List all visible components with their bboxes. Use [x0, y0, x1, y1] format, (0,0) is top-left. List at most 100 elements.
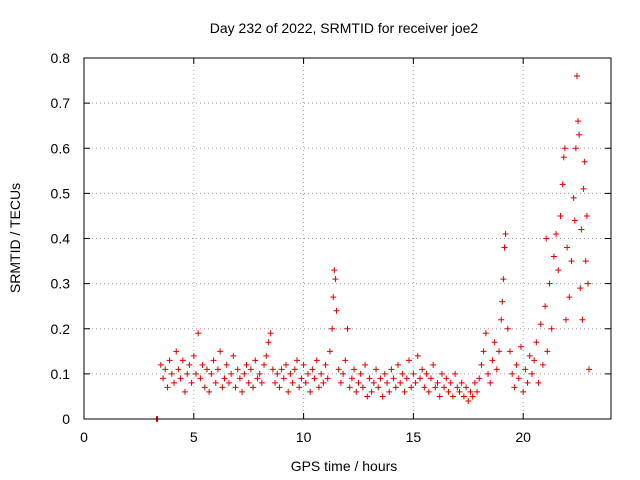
data-point — [560, 154, 567, 161]
data-point — [408, 384, 415, 391]
data-point — [324, 375, 331, 382]
data-point — [373, 366, 380, 373]
data-point — [217, 348, 224, 355]
data-point — [332, 276, 339, 283]
data-point — [344, 325, 351, 332]
data-point — [543, 235, 550, 242]
data-point — [520, 388, 527, 395]
data-point — [173, 348, 180, 355]
data-point — [243, 361, 250, 368]
data-point — [296, 384, 303, 391]
data-point — [252, 357, 259, 364]
data-point — [177, 375, 184, 382]
data-point — [214, 366, 221, 373]
data-point — [230, 352, 237, 359]
data-point — [340, 370, 347, 377]
data-point — [570, 194, 577, 201]
y-axis-label: SRMTID / TECUs — [7, 183, 23, 293]
data-point — [584, 280, 591, 287]
data-point — [438, 370, 445, 377]
axis-tick-labels: 0 5 10 15 20 0 0.1 0.2 0.3 0.4 0.5 0.6 0.7 0.8 — [51, 50, 532, 445]
data-point — [412, 379, 419, 386]
data-point — [175, 366, 182, 373]
data-point — [236, 375, 243, 382]
axis-ticks — [83, 57, 611, 420]
data-point — [375, 384, 382, 391]
data-point — [524, 379, 531, 386]
x-tick-label: 15 — [406, 429, 422, 445]
y-tick-label: 0.6 — [51, 140, 71, 156]
data-point — [168, 370, 175, 377]
data-point — [304, 370, 311, 377]
data-point — [381, 370, 388, 377]
data-point — [580, 185, 587, 192]
data-point — [571, 217, 578, 224]
data-point — [581, 158, 588, 165]
data-point — [496, 348, 503, 355]
data-point — [179, 357, 186, 364]
data-point — [302, 379, 309, 386]
data-point — [434, 379, 441, 386]
data-point — [212, 379, 219, 386]
data-point — [499, 298, 506, 305]
data-point — [501, 244, 508, 251]
data-point — [384, 379, 391, 386]
data-point — [533, 339, 540, 346]
data-point — [506, 348, 513, 355]
data-point — [166, 357, 173, 364]
data-point — [399, 370, 406, 377]
data-point — [555, 267, 562, 274]
data-point — [528, 370, 535, 377]
grid-lines — [84, 58, 611, 419]
data-point — [480, 348, 487, 355]
data-point — [348, 375, 355, 382]
data-point — [537, 321, 544, 328]
data-point — [582, 258, 589, 265]
data-point — [199, 361, 206, 368]
data-point — [164, 384, 171, 391]
data-point — [500, 276, 507, 283]
data-point — [157, 361, 164, 368]
y-tick-label: 0 — [62, 411, 70, 427]
data-point — [531, 357, 538, 364]
data-point — [221, 375, 228, 382]
data-point — [553, 230, 560, 237]
data-point — [219, 384, 226, 391]
data-point — [427, 375, 434, 382]
data-point — [280, 375, 287, 382]
data-point — [309, 366, 316, 373]
data-point — [206, 388, 213, 395]
data-point — [250, 384, 257, 391]
y-tick-label: 0.7 — [51, 95, 71, 111]
data-point — [318, 370, 325, 377]
data-point — [561, 145, 568, 152]
data-point — [421, 384, 428, 391]
data-point — [355, 379, 362, 386]
data-point — [239, 388, 246, 395]
data-point — [522, 366, 529, 373]
data-point — [307, 388, 314, 395]
data-point — [234, 366, 241, 373]
data-point — [315, 384, 322, 391]
data-point — [397, 379, 404, 386]
data-point — [298, 375, 305, 382]
data-point — [465, 397, 472, 404]
chart-title: Day 232 of 2022, SRMTID for receiver joe… — [210, 20, 479, 36]
data-point — [269, 366, 276, 373]
data-point — [504, 325, 511, 332]
data-point — [278, 366, 285, 373]
data-point — [578, 226, 585, 233]
data-point — [258, 379, 265, 386]
y-tick-label: 0.3 — [51, 276, 71, 292]
data-point — [583, 212, 590, 219]
data-point — [487, 379, 494, 386]
data-point — [405, 357, 412, 364]
data-point — [254, 375, 261, 382]
data-point — [576, 131, 583, 138]
data-point — [160, 375, 167, 382]
data-point — [517, 343, 524, 350]
data-point — [511, 384, 518, 391]
data-point — [293, 357, 300, 364]
y-tick-label: 0.2 — [51, 321, 71, 337]
data-point — [542, 303, 549, 310]
